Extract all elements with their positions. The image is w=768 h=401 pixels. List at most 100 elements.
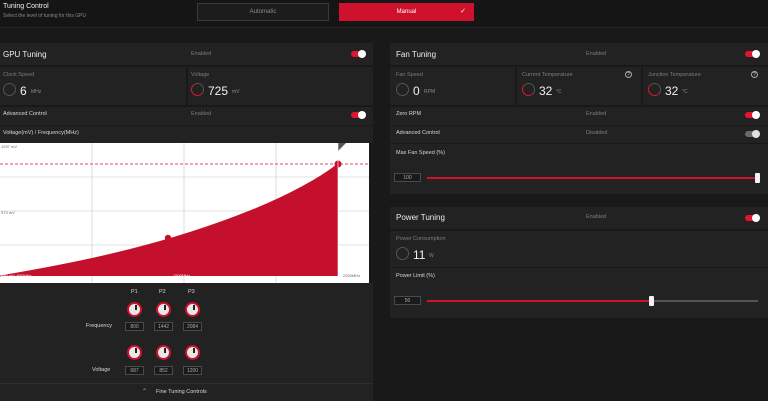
voltage-frequency-curve[interactable]: [0, 143, 369, 283]
voltage-knob-p3[interactable]: [185, 345, 200, 360]
advanced-control-label: Advanced Control: [3, 111, 47, 117]
curve-point-p2: [164, 234, 172, 242]
curve-header: [0, 126, 373, 143]
curve-area: [0, 164, 338, 276]
voltage-knob-p1[interactable]: [127, 345, 142, 360]
current-temperature-label: Current Temperature: [522, 72, 573, 78]
clock-speed-label: Clock Speed: [3, 72, 35, 78]
frequency-knob-p3[interactable]: [185, 302, 200, 317]
voltage-input-p3[interactable]: 1200: [183, 366, 202, 375]
help-icon[interactable]: ?: [625, 71, 632, 78]
fan-tuning-title: Fan Tuning: [396, 50, 437, 59]
power-consumption-value: 11: [413, 248, 426, 262]
tuning-control-title: Tuning Control: [3, 3, 49, 10]
y-mid-label: 973 mV: [1, 210, 15, 215]
manual-button[interactable]: Manual ✓: [339, 3, 474, 21]
zero-rpm-toggle[interactable]: [745, 111, 760, 119]
automatic-button[interactable]: Automatic: [197, 3, 329, 21]
divider: [641, 67, 643, 105]
voltage-value: 725: [208, 84, 229, 98]
current-temperature-value: 32: [539, 84, 553, 98]
junction-temperature-label: Junction Temperature: [648, 72, 701, 78]
power-limit-input[interactable]: 50: [394, 296, 421, 305]
max-fan-speed-label: Max Fan Speed (%): [396, 150, 445, 156]
advanced-control-row: [0, 107, 373, 125]
curve-label: Voltage(mV) / Frequency(MHz): [3, 130, 79, 136]
x-right-label: 2200MHz: [343, 273, 361, 278]
current-temperature-gauge-icon: [522, 83, 535, 96]
frequency-knob-p1[interactable]: [127, 302, 142, 317]
voltage-row-label: Voltage: [92, 367, 111, 373]
power-tuning-toggle[interactable]: [745, 214, 760, 222]
max-fan-speed-fill: [427, 177, 758, 179]
fine-tuning-controls-link[interactable]: Fine Tuning Controls: [156, 389, 207, 395]
gpu-tuning-toggle[interactable]: [351, 50, 366, 58]
voltage-label: Voltage: [191, 72, 210, 78]
fan-advanced-control-toggle[interactable]: [745, 130, 760, 138]
junction-temperature-unit: °C: [682, 89, 688, 95]
advanced-control-toggle[interactable]: [351, 111, 366, 119]
frequency-knob-p2[interactable]: [156, 302, 171, 317]
divider: [186, 67, 188, 105]
automatic-button-label: Automatic: [249, 9, 277, 15]
points-panel: [0, 283, 373, 401]
voltage-gauge-icon: [191, 83, 204, 96]
curve-corner-marker: [338, 143, 346, 151]
clock-speed-value: 6: [20, 84, 27, 98]
max-fan-speed-input[interactable]: 100: [394, 173, 421, 182]
power-tuning-title: Power Tuning: [396, 213, 445, 222]
help-icon[interactable]: ?: [751, 71, 758, 78]
power-consumption-unit: W: [429, 253, 434, 259]
fan-tuning-toggle[interactable]: [745, 50, 760, 58]
gpu-tuning-title: GPU Tuning: [3, 50, 47, 59]
point-label-p1: P1: [131, 289, 138, 295]
power-consumption-row: [390, 231, 768, 267]
frequency-row-label: Frequency: [86, 323, 112, 329]
frequency-input-p2[interactable]: 1442: [154, 322, 173, 331]
divider: [0, 383, 373, 384]
power-limit-panel: [390, 268, 768, 318]
power-consumption-label: Power Consumption: [396, 236, 446, 242]
junction-temperature-value: 32: [665, 84, 679, 98]
x-left-label: 650 mV, 800MHz: [1, 273, 32, 278]
current-temperature-unit: °C: [556, 89, 562, 95]
power-limit-thumb[interactable]: [649, 296, 654, 306]
clock-speed-unit: MHz: [31, 89, 42, 95]
voltage-input-p2[interactable]: 852: [154, 366, 173, 375]
max-fan-speed-thumb[interactable]: [755, 173, 760, 183]
gpu-tuning-status: Enabled: [191, 51, 212, 57]
manual-button-label: Manual: [396, 9, 417, 15]
frequency-input-p1[interactable]: 800: [125, 322, 144, 331]
voltage-knob-p2[interactable]: [156, 345, 171, 360]
point-label-p3: P3: [188, 289, 195, 295]
divider: [515, 67, 517, 105]
power-limit-label: Power Limit (%): [396, 273, 435, 279]
check-icon: ✓: [460, 8, 466, 15]
point-label-p2: P2: [159, 289, 166, 295]
fan-advanced-control-status: Disabled: [586, 130, 608, 136]
x-mid-label: 1500MHz: [173, 273, 191, 278]
zero-rpm-label: Zero RPM: [396, 111, 422, 117]
fan-speed-label: Fan Speed: [396, 72, 423, 78]
fan-advanced-control-row: [390, 126, 768, 143]
voltage-input-p1[interactable]: 687: [125, 366, 144, 375]
power-tuning-header: [390, 207, 768, 229]
max-fan-speed-panel: [390, 144, 768, 194]
fan-tuning-status: Enabled: [586, 51, 607, 57]
power-consumption-gauge-icon: [396, 247, 409, 260]
junction-temperature-gauge-icon: [648, 83, 661, 96]
fan-speed-value: 0: [413, 84, 420, 98]
power-limit-fill: [427, 300, 652, 302]
y-top-label: 1297 mV: [1, 144, 18, 149]
zero-rpm-status: Enabled: [586, 111, 607, 117]
clock-speed-gauge-icon: [3, 83, 16, 96]
tuning-control-subtitle: Select the level of tuning for this GPU: [3, 13, 87, 19]
chevron-up-icon[interactable]: ⌃: [142, 389, 148, 395]
fan-speed-unit: RPM: [424, 89, 436, 95]
advanced-control-status: Enabled: [191, 111, 212, 117]
curve-line: [0, 163, 339, 277]
frequency-input-p3[interactable]: 2084: [183, 322, 202, 331]
gpu-tuning-header: [0, 43, 373, 65]
zero-rpm-row: [390, 107, 768, 125]
power-tuning-status: Enabled: [586, 214, 607, 220]
